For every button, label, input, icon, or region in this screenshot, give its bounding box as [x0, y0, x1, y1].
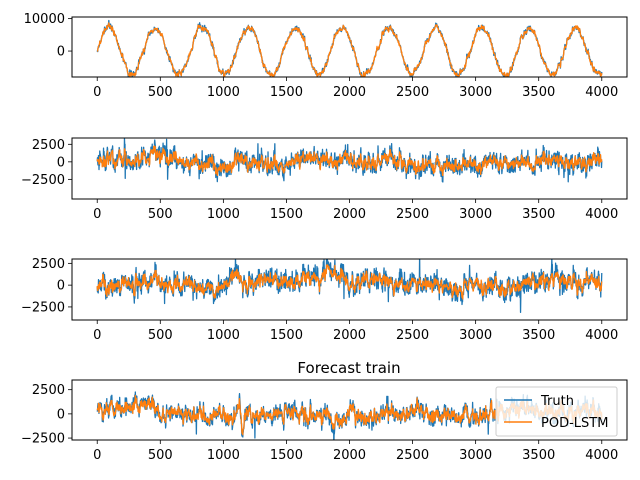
subplot-1-series	[96, 19, 603, 77]
x-tick-label: 0	[93, 85, 101, 100]
x-tick-label: 3000	[459, 448, 492, 463]
x-tick-label: 2000	[333, 328, 366, 343]
y-tick-label: 0	[57, 155, 65, 170]
x-tick-label: 500	[148, 328, 173, 343]
x-tick-label: 1000	[207, 448, 240, 463]
x-tick-label: 4000	[585, 328, 618, 343]
x-tick-label: 0	[93, 328, 101, 343]
x-tick-label: 3000	[459, 328, 492, 343]
x-tick-label: 1500	[270, 85, 303, 100]
x-tick-label: 1000	[207, 207, 240, 222]
subplot-2-series	[96, 138, 603, 183]
y-tick-label: 2500	[32, 257, 65, 272]
y-tick-label: 10000	[24, 12, 65, 27]
x-tick-label: 2500	[396, 328, 429, 343]
x-tick-label: 2500	[396, 448, 429, 463]
subplot-1-y-axis: 0 10000	[24, 12, 72, 60]
x-tick-label: 3500	[522, 207, 555, 222]
x-tick-label: 1500	[270, 328, 303, 343]
x-tick-label: 2000	[333, 207, 366, 222]
x-tick-label: 0	[93, 207, 101, 222]
x-tick-label: 2500	[396, 85, 429, 100]
x-tick-label: 4000	[585, 85, 618, 100]
subplot-2-series-pod-lstm-line	[96, 145, 603, 177]
y-tick-label: 0	[57, 45, 65, 60]
y-tick-label: 2500	[32, 138, 65, 153]
legend: Truth POD-LSTM	[495, 386, 618, 437]
y-tick-label: −2500	[21, 173, 65, 188]
x-tick-label: 500	[148, 85, 173, 100]
subplot-2-x-axis: 0 500 1000 1500 2000 2500 3000 3500 4000	[93, 199, 618, 222]
y-tick-label: 2500	[32, 383, 65, 398]
subplot-1-x-axis: 0 500 1000 1500 2000 2500 3000 3500 4000	[93, 77, 618, 100]
legend-label-pod-lstm: POD-LSTM	[541, 416, 608, 431]
x-tick-label: 0	[93, 448, 101, 463]
x-tick-label: 500	[148, 207, 173, 222]
x-tick-label: 1500	[270, 207, 303, 222]
legend-label-truth: Truth	[540, 394, 574, 409]
y-tick-label: −2500	[21, 432, 65, 447]
subplot-1-series-pod-lstm-line	[96, 22, 603, 77]
subplot-3: 0 500 1000 1500 2000 2500 3000 3500 4000 −2500 0 2…	[21, 257, 628, 343]
x-tick-label: 1000	[207, 85, 240, 100]
y-tick-label: 0	[57, 407, 65, 422]
x-tick-label: 3000	[459, 85, 492, 100]
subplot-4-title: Forecast train	[297, 359, 400, 377]
subplot-2-y-axis: −2500 0 2500	[21, 138, 72, 188]
x-tick-label: 3000	[459, 207, 492, 222]
x-tick-label: 2000	[333, 448, 366, 463]
x-tick-label: 1500	[270, 448, 303, 463]
x-tick-label: 500	[148, 448, 173, 463]
subplot-3-y-axis: −2500 0 2500	[21, 257, 72, 315]
x-tick-label: 3500	[522, 85, 555, 100]
subplot-4: Forecast train 0 500 1000 1500 2000 2500 3000 3…	[21, 359, 628, 463]
y-tick-label: 0	[57, 279, 65, 294]
x-tick-label: 3500	[522, 448, 555, 463]
x-tick-label: 2500	[396, 207, 429, 222]
y-tick-label: −2500	[21, 300, 65, 315]
subplot-2: 0 500 1000 1500 2000 2500 3000 3500 4000 −2500 0 2…	[21, 137, 628, 222]
x-tick-label: 4000	[585, 207, 618, 222]
x-tick-label: 2000	[333, 85, 366, 100]
x-tick-label: 1000	[207, 328, 240, 343]
subplot-3-series	[96, 259, 603, 314]
subplot-4-x-axis: 0 500 1000 1500 2000 2500 3000 3500 4000	[93, 440, 618, 463]
subplot-3-x-axis: 0 500 1000 1500 2000 2500 3000 3500 4000	[93, 320, 618, 343]
subplot-1: 0 500 1000 1500 2000 2500 3000 3500 4000 0 10000	[24, 12, 628, 100]
x-tick-label: 4000	[585, 448, 618, 463]
subplot-4-y-axis: −2500 0 2500	[21, 383, 72, 447]
x-tick-label: 3500	[522, 328, 555, 343]
subplot-3-series-pod-lstm-line	[96, 264, 603, 300]
